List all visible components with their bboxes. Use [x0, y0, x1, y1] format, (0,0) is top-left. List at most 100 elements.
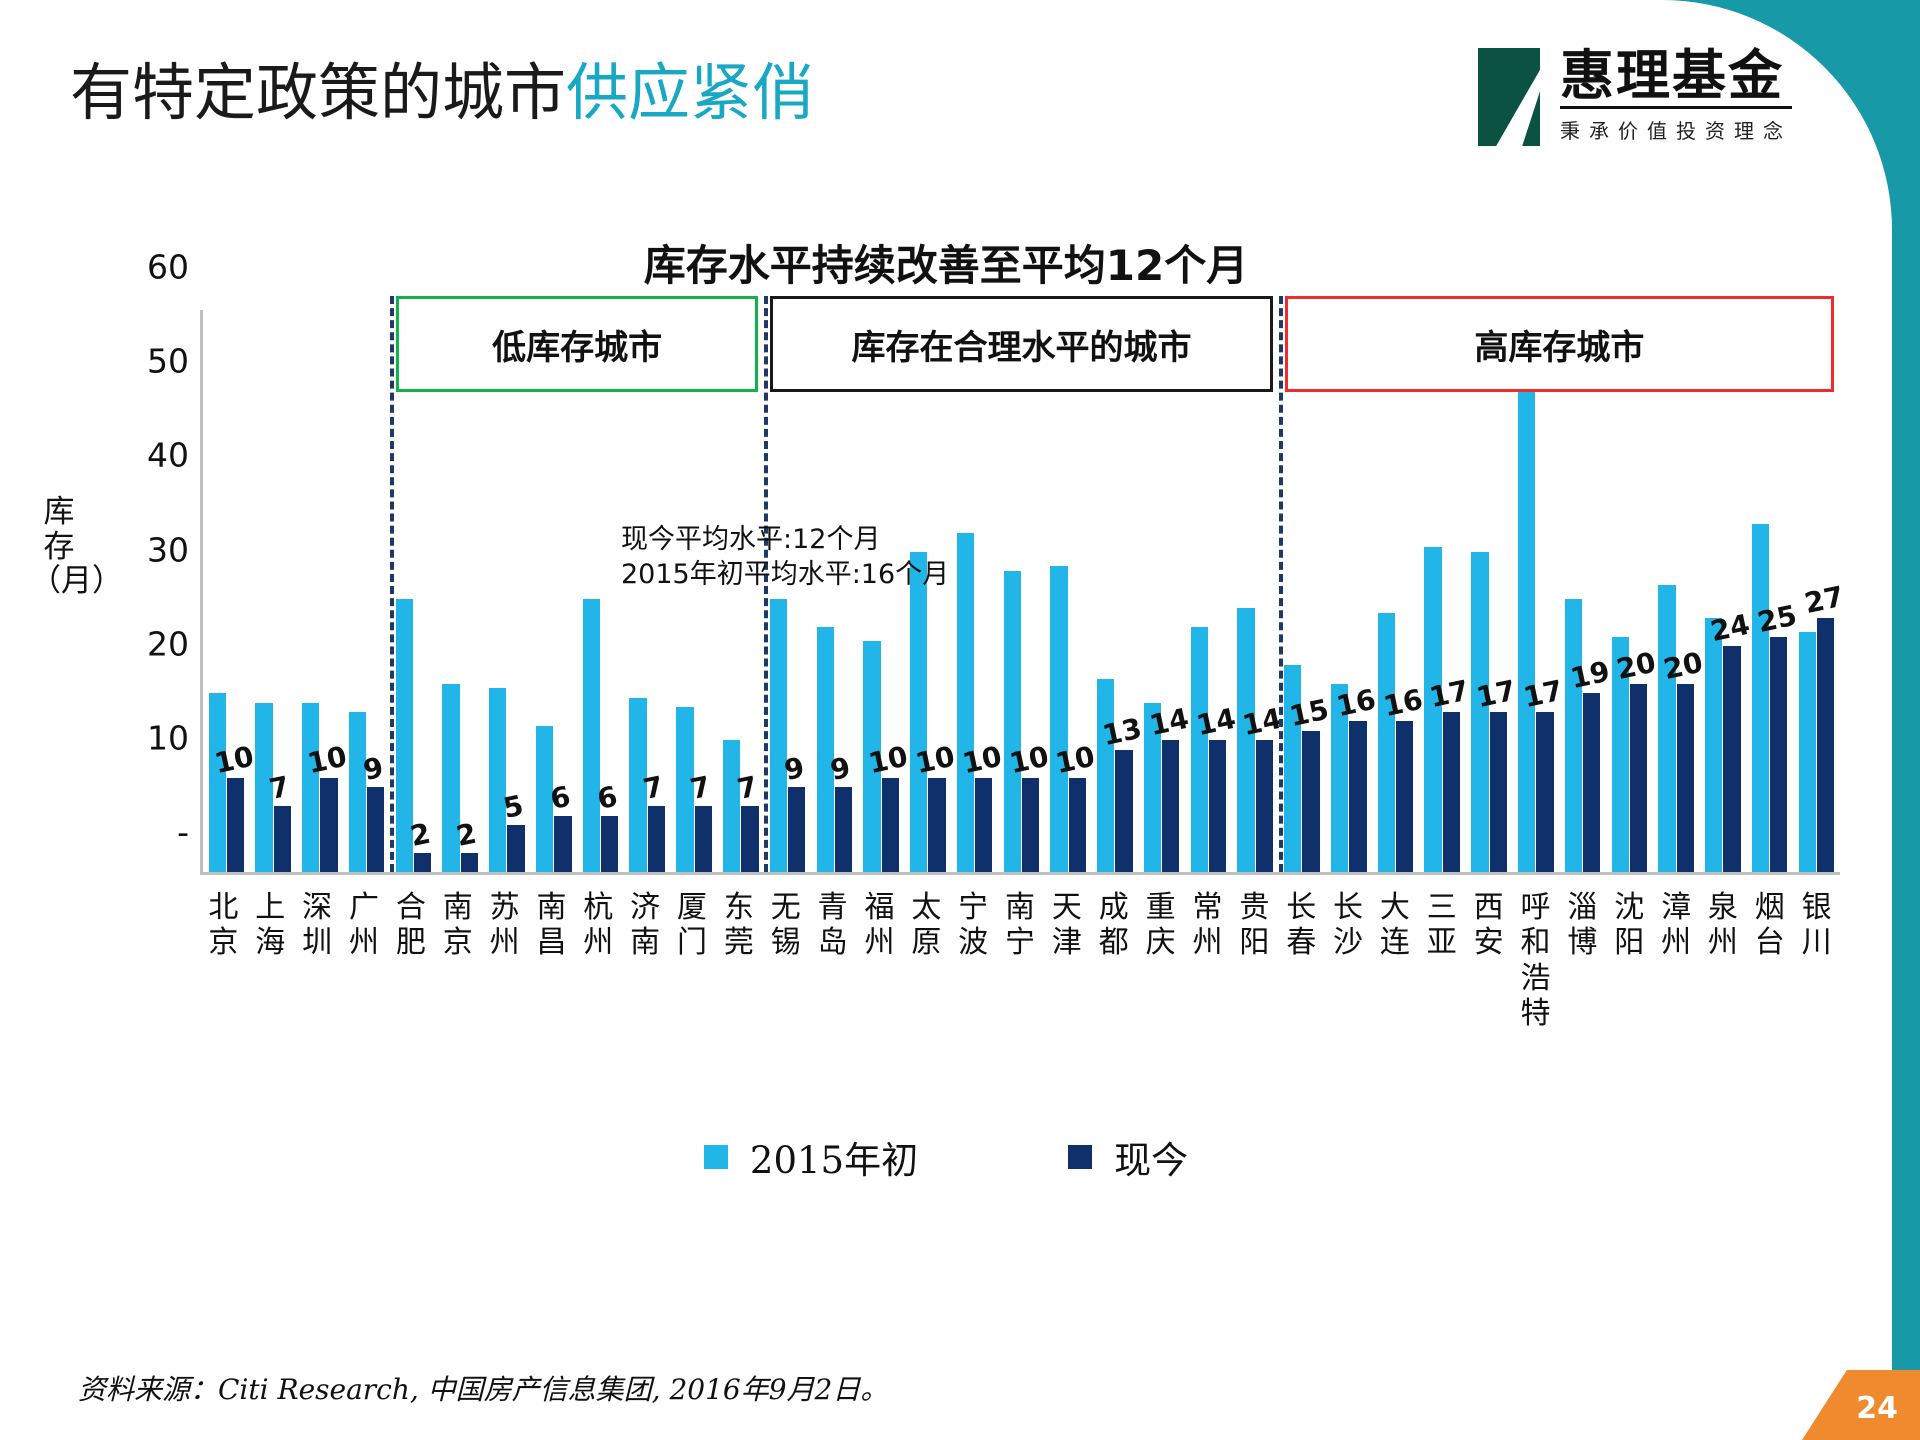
- x-axis-label: 南昌: [536, 890, 567, 961]
- logo-mark-icon: [1478, 48, 1540, 146]
- bar-now: 7: [267, 770, 293, 872]
- bar-2015: [1798, 631, 1816, 872]
- x-axis-label: 成都: [1098, 890, 1129, 961]
- x-axis-label: 烟台: [1754, 890, 1785, 961]
- bar-2015: [1611, 636, 1629, 872]
- bar-2015: [535, 726, 554, 872]
- x-axis-label: 南京: [442, 890, 473, 961]
- bar-group: 10: [858, 310, 911, 872]
- bar-2015: [769, 598, 788, 872]
- x-axis-label: 深圳: [302, 890, 333, 961]
- x-axis-label: 沈阳: [1614, 890, 1645, 961]
- category-box-1: 低库存城市: [396, 296, 759, 392]
- bar-2015: [1377, 613, 1396, 872]
- legend-label: 2015年初: [749, 1139, 919, 1182]
- y-tick-10: 10: [147, 718, 189, 758]
- chart-title: 库存水平持续改善至平均12个月: [643, 241, 1249, 290]
- bar-now: 6: [547, 779, 573, 872]
- bar-2015: [910, 551, 928, 872]
- bar-2015: [442, 683, 460, 872]
- y-tick-40: 40: [147, 436, 189, 476]
- bar-group: 17: [1512, 310, 1566, 872]
- bar-group: 14: [1232, 310, 1285, 872]
- page-title: 有特定政策的城市供应紧俏: [70, 62, 814, 124]
- bar-group: 14: [1185, 310, 1238, 872]
- bar-2015: [1143, 702, 1162, 872]
- x-axis-label: 合肥: [395, 890, 426, 961]
- annotation-line-1: 现今平均水平:12个月: [621, 524, 881, 555]
- x-axis-label: 常州: [1192, 890, 1223, 961]
- bar-group: 9: [343, 310, 390, 872]
- bar-now: 5: [500, 789, 526, 872]
- bar-group: 10: [297, 310, 350, 872]
- bar-now: 2: [407, 817, 433, 872]
- bar-group: 7: [671, 310, 718, 872]
- bar-now: 10: [1006, 740, 1051, 872]
- bar-group: 16: [1325, 310, 1379, 872]
- legend-item-1[interactable]: 2015年初: [703, 1130, 919, 1184]
- page-title-accent: 供应紧俏: [566, 56, 815, 129]
- x-axis-label: 杭州: [583, 890, 614, 961]
- bar-group: 6: [530, 310, 577, 872]
- logo-tagline: 秉承价值投资理念: [1560, 119, 1792, 144]
- bar-2015: [723, 740, 741, 872]
- x-axis-label: 苏州: [489, 890, 520, 961]
- bar-2015: [1705, 617, 1723, 872]
- bar-now: 17: [1521, 674, 1566, 872]
- x-axis-label: 西安: [1473, 890, 1504, 961]
- bar-group: 9: [764, 310, 811, 872]
- slide-header: 有特定政策的城市供应紧俏: [0, 0, 1892, 180]
- bar-now: 15: [1287, 692, 1332, 872]
- x-axis-label: 福州: [864, 890, 895, 961]
- x-axis-label: 无锡: [770, 890, 801, 961]
- bar-now: 2: [454, 817, 480, 872]
- bar-group: 19: [1559, 310, 1612, 872]
- bar-2015: [956, 533, 975, 872]
- bar-2015: [395, 598, 413, 872]
- bar-2015: [1237, 608, 1255, 872]
- bar-group: 7: [624, 310, 671, 872]
- bar-data-label: 27: [1801, 579, 1847, 620]
- bar-now: 14: [1240, 702, 1285, 872]
- bar-now: 7: [688, 770, 713, 872]
- bar-2015: [816, 627, 834, 872]
- bar-now: 14: [1193, 702, 1238, 872]
- legend-swatch-icon: [1068, 1145, 1093, 1169]
- bar-series-group: 10 7 10 9 2 2 5 6 6 7 7 7 9 9 10 10 10 10 10 13 14 14 14 15 16 16…: [203, 310, 1846, 872]
- x-axis-label: 大连: [1379, 890, 1410, 961]
- legend-item-2[interactable]: 现今: [1068, 1130, 1188, 1184]
- bar-now: 10: [913, 740, 958, 872]
- bar-2015: [1471, 551, 1489, 872]
- category-box-3: 高库存城市: [1284, 296, 1834, 392]
- group-divider: [764, 296, 769, 872]
- bar-now: 7: [734, 770, 760, 872]
- bar-now: 9: [781, 751, 807, 872]
- x-axis-label: 呼和浩特: [1520, 890, 1551, 1032]
- bar-now: 27: [1801, 579, 1846, 872]
- x-axis-label: 太原: [911, 890, 942, 961]
- logo-name: 惠理基金: [1560, 47, 1792, 110]
- bar-2015: [255, 702, 273, 872]
- bar-2015: [489, 688, 507, 872]
- x-axis-label: 青岛: [817, 890, 848, 961]
- page-number: 24: [1856, 1391, 1898, 1426]
- bar-group: 10: [203, 310, 256, 872]
- bar-group: 27: [1793, 310, 1846, 872]
- bar-group: 9: [811, 310, 858, 872]
- plot-area: -10 20 30 40 50 60 10 7 10 9 2 2 5 6 6 7 7 7 9 9 10 10 10 10 10…: [147, 248, 1846, 875]
- bar-group: 2: [437, 310, 484, 872]
- bar-now: 14: [1146, 702, 1191, 872]
- bar-now: 10: [959, 740, 1004, 872]
- bar-now: 16: [1334, 683, 1379, 872]
- bar-2015: [1050, 565, 1068, 872]
- x-axis-label: 长春: [1286, 890, 1317, 961]
- x-axis-label: 广州: [349, 890, 379, 961]
- x-axis-label: 济南: [630, 890, 661, 961]
- bar-2015: [1190, 627, 1208, 872]
- bar-2015: [1330, 683, 1349, 872]
- annotation-line-2: 2015年初平均水平:16个月: [621, 559, 950, 591]
- bar-2015: [1424, 547, 1442, 872]
- group-divider: [390, 296, 395, 872]
- x-axis-label: 淄博: [1567, 890, 1598, 961]
- bar-group: 20: [1606, 310, 1659, 872]
